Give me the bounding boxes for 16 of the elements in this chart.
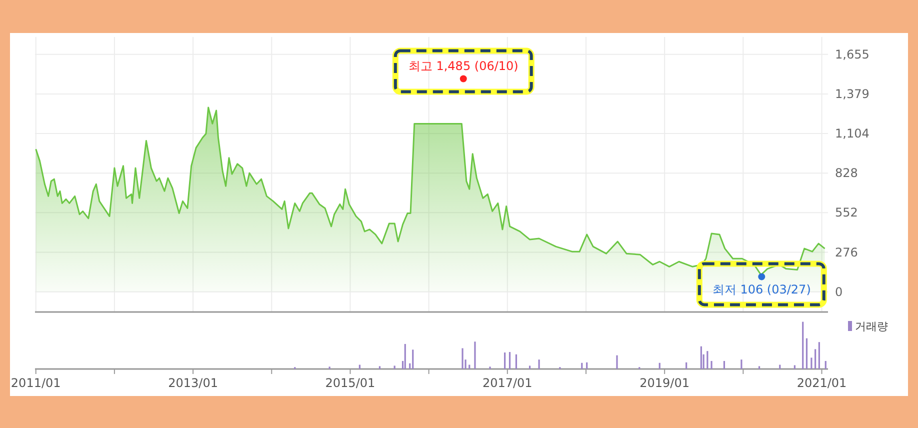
y-tick-label: 1,104: [835, 126, 870, 140]
y-tick-label: 828: [835, 166, 858, 180]
x-tick-label: 2011/01: [10, 376, 61, 390]
y-tick-label: 1,655: [835, 47, 870, 62]
annotation: 최고 1,485 (06/10): [408, 58, 518, 73]
y-tick-label: 1,379: [835, 86, 870, 101]
x-tick-label: 2017/01: [482, 376, 532, 390]
annotation: 최저 106 (03/27): [712, 282, 811, 297]
legend-label: 거래량: [855, 320, 888, 333]
x-tick-label: 2013/01: [168, 376, 218, 390]
y-tick-label: 552: [835, 206, 858, 220]
y-tick-label: 276: [835, 245, 858, 260]
x-tick-label: 2015/01: [325, 376, 376, 390]
x-tick-label: 2021/01: [796, 376, 847, 390]
y-tick-label: 0: [835, 284, 843, 299]
x-tick-label: 2019/01: [640, 376, 690, 390]
